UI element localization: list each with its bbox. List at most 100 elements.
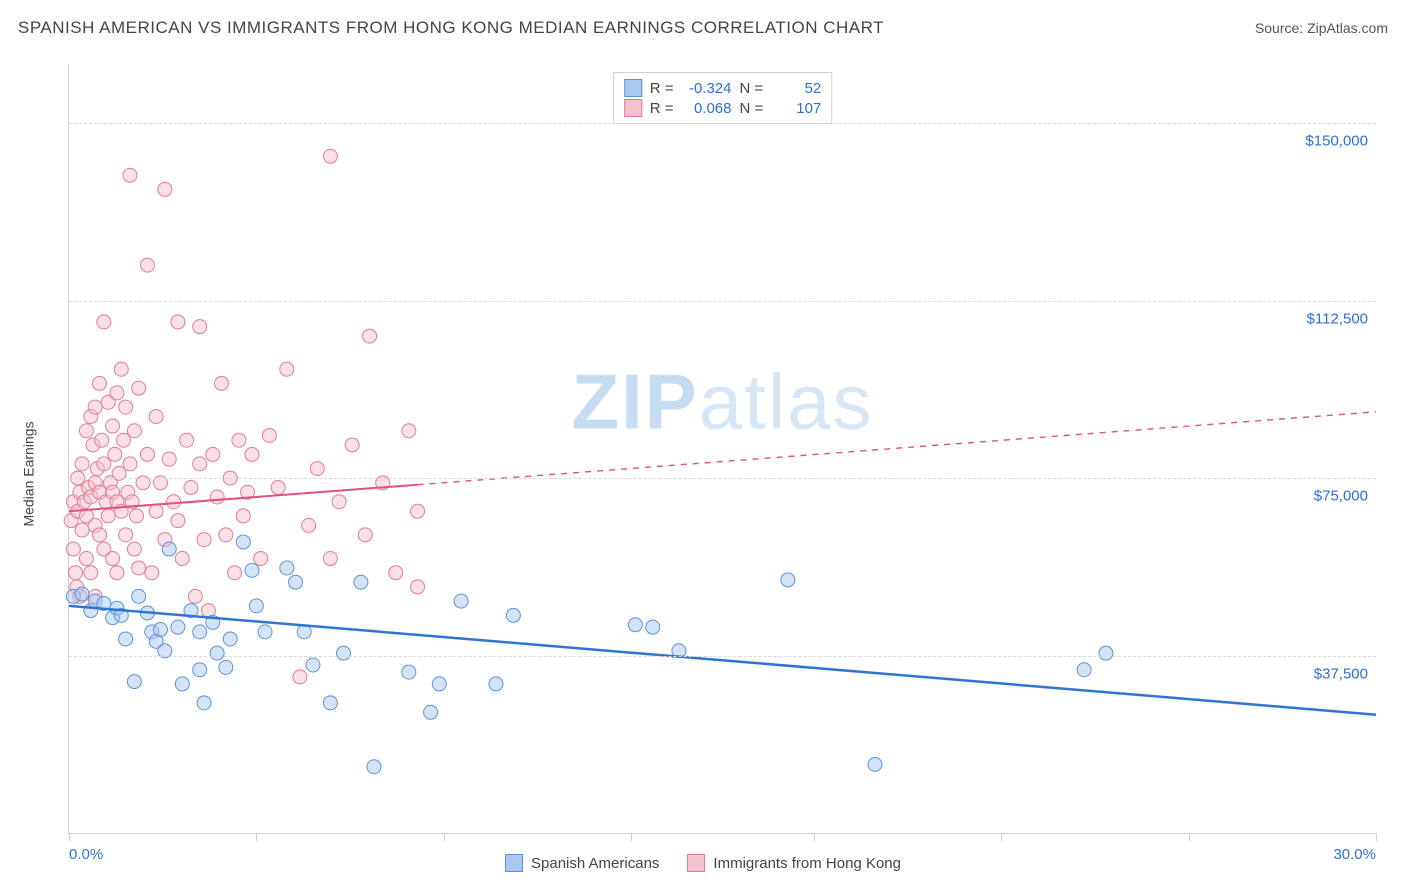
data-point [214, 376, 228, 390]
trend-line-dashed [418, 412, 1376, 485]
data-point [254, 552, 268, 566]
data-point [628, 618, 642, 632]
data-point [171, 514, 185, 528]
data-point [280, 362, 294, 376]
x-tick [631, 833, 632, 841]
data-point [119, 400, 133, 414]
data-point [249, 599, 263, 613]
gridline [69, 123, 1376, 124]
data-point [332, 495, 346, 509]
data-point [162, 542, 176, 556]
data-point [66, 542, 80, 556]
data-point [262, 428, 276, 442]
data-point [114, 362, 128, 376]
data-point [1077, 663, 1091, 677]
y-tick-label: $75,000 [1314, 488, 1368, 505]
series-legend: Spanish Americans Immigrants from Hong K… [505, 854, 901, 872]
plot-svg [69, 64, 1376, 833]
data-point [106, 419, 120, 433]
data-point [162, 452, 176, 466]
data-point [489, 677, 503, 691]
data-point [140, 258, 154, 272]
data-point [310, 462, 324, 476]
data-point [158, 182, 172, 196]
data-point [123, 168, 137, 182]
data-point [145, 566, 159, 580]
gridline [69, 656, 1376, 657]
x-tick [1189, 833, 1190, 841]
data-point [358, 528, 372, 542]
x-tick [256, 833, 257, 841]
data-point [119, 528, 133, 542]
data-point [116, 433, 130, 447]
data-point [79, 424, 93, 438]
y-tick-label: $37,500 [1314, 665, 1368, 682]
data-point [306, 658, 320, 672]
data-point [171, 620, 185, 634]
data-point [411, 580, 425, 594]
legend-swatch-1 [505, 854, 523, 872]
data-point [95, 433, 109, 447]
data-point [132, 381, 146, 395]
data-point [289, 575, 303, 589]
data-point [271, 481, 285, 495]
data-point [245, 447, 259, 461]
y-tick-label: $150,000 [1305, 133, 1368, 150]
data-point [123, 457, 137, 471]
data-point [219, 528, 233, 542]
data-point [432, 677, 446, 691]
legend-label-1: Spanish Americans [531, 855, 659, 872]
x-tick [814, 833, 815, 841]
data-point [88, 400, 102, 414]
data-point [140, 447, 154, 461]
data-point [92, 528, 106, 542]
data-point [132, 561, 146, 575]
data-point [402, 665, 416, 679]
data-point [367, 760, 381, 774]
gridline [69, 478, 1376, 479]
data-point [149, 410, 163, 424]
chart-header: SPANISH AMERICAN VS IMMIGRANTS FROM HONG… [18, 18, 1388, 38]
data-point [402, 424, 416, 438]
data-point [197, 696, 211, 710]
legend-swatch-2 [687, 854, 705, 872]
x-range-max: 30.0% [1333, 846, 1376, 863]
data-point [354, 575, 368, 589]
data-point [323, 696, 337, 710]
data-point [171, 315, 185, 329]
data-point [228, 566, 242, 580]
y-axis-label: Median Earnings [21, 421, 37, 526]
data-point [206, 447, 220, 461]
data-point [868, 757, 882, 771]
data-point [363, 329, 377, 343]
data-point [193, 625, 207, 639]
data-point [69, 566, 83, 580]
legend-label-2: Immigrants from Hong Kong [713, 855, 901, 872]
data-point [210, 490, 224, 504]
data-point [280, 561, 294, 575]
data-point [323, 149, 337, 163]
data-point [323, 552, 337, 566]
chart-container: Median Earnings ZIPatlas R = -0.324 N = … [18, 56, 1388, 892]
data-point [97, 315, 111, 329]
data-point [101, 509, 115, 523]
data-point [180, 433, 194, 447]
data-point [188, 589, 202, 603]
legend-item-1: Spanish Americans [505, 854, 659, 872]
x-tick [444, 833, 445, 841]
legend-item-2: Immigrants from Hong Kong [687, 854, 901, 872]
y-tick-label: $112,500 [1307, 310, 1368, 327]
data-point [193, 320, 207, 334]
data-point [79, 552, 93, 566]
data-point [345, 438, 359, 452]
data-point [781, 573, 795, 587]
data-point [258, 625, 272, 639]
data-point [132, 589, 146, 603]
trend-line [69, 606, 1376, 715]
data-point [197, 533, 211, 547]
data-point [193, 663, 207, 677]
data-point [424, 705, 438, 719]
data-point [75, 457, 89, 471]
data-point [175, 552, 189, 566]
data-point [293, 670, 307, 684]
